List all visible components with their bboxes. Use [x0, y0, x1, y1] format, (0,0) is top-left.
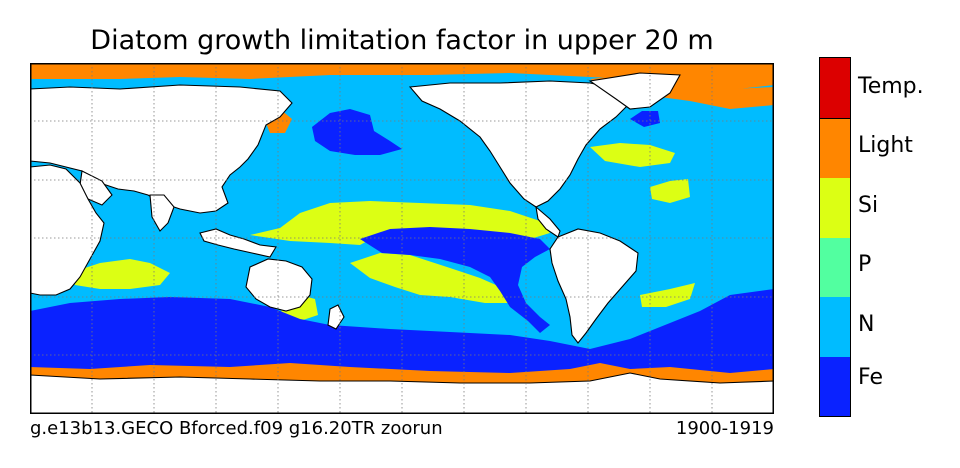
india-land — [149, 194, 175, 232]
colorbar-label-p: P — [858, 252, 872, 278]
period-label: 1900-1919 — [675, 418, 774, 439]
arctic-light-region — [30, 63, 774, 91]
colorbar-label-temp: Temp. — [858, 73, 924, 99]
colorbar-segment-temp — [820, 58, 850, 118]
graticule — [30, 63, 774, 414]
colorbar-label-light: Light — [858, 133, 913, 159]
colorbar-segment-fe — [820, 355, 850, 416]
colorbar-segment-n — [820, 296, 850, 357]
north-pacific-fe-region — [312, 109, 402, 155]
colorbar-label-fe: Fe — [858, 365, 883, 391]
colorbar-label-si: Si — [858, 192, 879, 218]
run-label: g.e13b13.GECO Bforced.f09 g16.20TR zooru… — [30, 418, 443, 439]
map-title: Diatom growth limitation factor in upper… — [90, 25, 714, 56]
colorbar-label-n: N — [858, 311, 875, 337]
north-america-land — [408, 80, 631, 208]
indian-si-region — [70, 259, 170, 289]
tropical-atlantic-si-region — [650, 179, 690, 203]
south-america-land — [549, 228, 639, 344]
africa-land — [30, 164, 105, 296]
equatorial-pacific-fe-region — [360, 227, 550, 333]
map-frame — [30, 63, 774, 414]
colorbar-segment-si — [820, 177, 850, 238]
greenland-land — [588, 72, 681, 110]
colorbar-segment-light — [820, 117, 850, 178]
south-atlantic-si-region — [640, 283, 695, 307]
north-atlantic-fe-region — [630, 111, 660, 127]
map-canvas — [30, 63, 774, 414]
colorbar-segment-p — [820, 236, 850, 297]
north-atlantic-si-region — [590, 143, 675, 167]
south-pacific-si-region — [350, 253, 510, 303]
colorbar — [819, 57, 851, 417]
limitation-map — [30, 63, 774, 414]
